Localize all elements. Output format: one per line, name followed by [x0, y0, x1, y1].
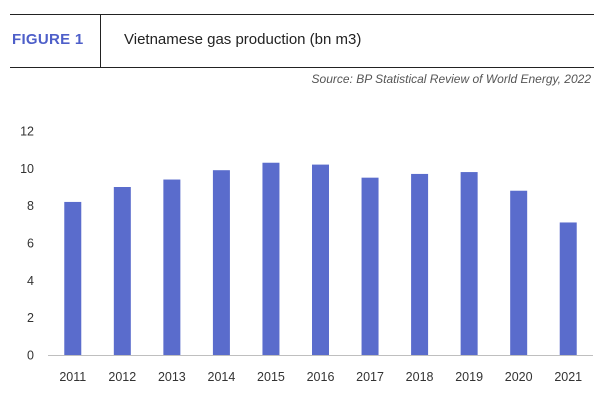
bars: [64, 162, 577, 355]
bar-2020: [510, 190, 528, 355]
x-tick-label: 2015: [257, 370, 285, 384]
x-axis: 2011 2012 2013 2014 2015 2016 2017 2018 2019 2020…: [59, 370, 582, 384]
bar-2017: [361, 177, 379, 355]
bar-2016: [312, 164, 329, 355]
bar-2011: [64, 201, 82, 355]
y-tick-label: 8: [27, 199, 34, 213]
header-divider: [100, 14, 101, 67]
figure-title: Vietnamese gas production (bn m3): [124, 31, 362, 48]
x-tick-label: 2018: [406, 370, 434, 384]
bar-2012: [113, 187, 131, 355]
x-tick-label: 2014: [208, 370, 236, 384]
y-tick-label: 6: [27, 237, 34, 251]
x-tick-label: 2011: [59, 370, 86, 384]
bar-2015: [262, 162, 280, 355]
y-tick-label: 12: [20, 125, 34, 139]
header-bottom-rule: [10, 67, 594, 68]
x-tick-label: 2017: [356, 370, 384, 384]
x-tick-label: 2013: [158, 370, 186, 384]
bar-2018: [411, 173, 429, 355]
x-tick-label: 2016: [307, 370, 335, 384]
x-tick-label: 2019: [455, 370, 483, 384]
bar-2013: [163, 179, 181, 355]
x-tick-label: 2012: [108, 370, 136, 384]
bar-2021: [559, 222, 577, 355]
y-tick-label: 4: [27, 274, 34, 288]
y-tick-label: 0: [27, 349, 34, 363]
y-axis: 0 2 4 6 8 10 12: [20, 125, 34, 363]
source-note: Source: BP Statistical Review of World E…: [311, 72, 591, 86]
x-tick-label: 2021: [554, 370, 582, 384]
figure-label: FIGURE 1: [12, 31, 84, 48]
bar-2019: [460, 172, 478, 355]
bar-2014: [212, 170, 230, 355]
x-tick-label: 2020: [505, 370, 533, 384]
header-top-rule: [10, 14, 594, 15]
y-tick-label: 2: [27, 311, 34, 325]
y-tick-label: 10: [20, 162, 34, 176]
